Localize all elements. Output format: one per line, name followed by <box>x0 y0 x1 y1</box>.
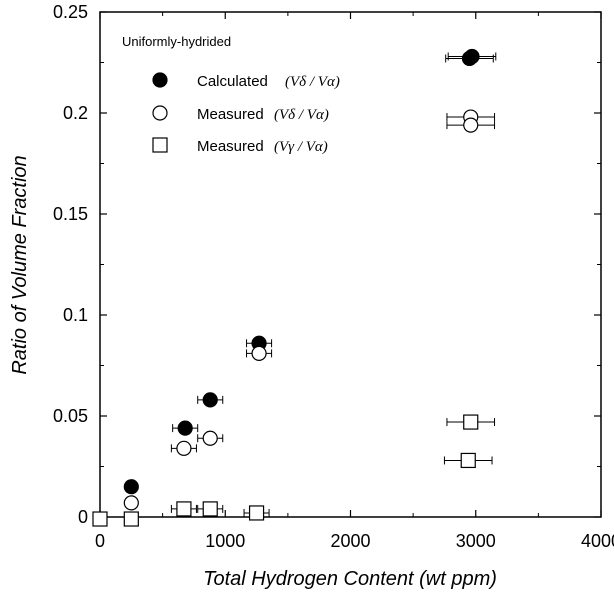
legend-marker-open-circle <box>152 105 168 121</box>
y-tick-label: 0.25 <box>53 2 88 22</box>
y-tick-label: 0.15 <box>53 204 88 224</box>
legend-label-math: (Vγ / Vα) <box>274 139 328 155</box>
legend-item-calculated-delta: Calculated (Vδ / Vα) <box>152 72 340 90</box>
data-point-filled-circle <box>177 420 193 436</box>
y-tick-label: 0.2 <box>63 103 88 123</box>
y-tick-label: 0.05 <box>53 406 88 426</box>
series-1 <box>123 109 496 511</box>
legend-marker-filled-circle <box>152 72 168 88</box>
legend-label-math: (Vδ / Vα) <box>285 74 340 90</box>
data-point-open-square <box>123 511 139 527</box>
y-axis-title: Ratio of Volume Fraction <box>9 155 31 374</box>
legend-label: Measured <box>197 106 264 123</box>
legend: Calculated (Vδ / Vα) Measured (Vδ / Vα) … <box>152 72 340 155</box>
legend-marker-open-square <box>152 137 168 153</box>
x-tick-label: 0 <box>95 531 105 551</box>
legend-item-measured-delta: Measured (Vδ / Vα) <box>152 105 329 123</box>
y-tick-label: 0 <box>78 507 88 527</box>
data-point-open-square <box>248 505 265 521</box>
series-0 <box>123 48 497 495</box>
data-point-filled-circle <box>123 479 139 495</box>
legend-label: Calculated <box>197 73 268 90</box>
legend-label-math: (Vδ / Vα) <box>274 107 329 123</box>
chart-annotation: Uniformly-hydrided <box>122 34 231 49</box>
series-2 <box>92 414 496 527</box>
axis-ticks <box>99 11 602 518</box>
x-tick-label: 2000 <box>330 531 370 551</box>
data-point-open-circle <box>251 345 267 361</box>
data-point-open-square <box>176 501 192 517</box>
x-tick-label: 3000 <box>456 531 496 551</box>
x-tick-label: 1000 <box>205 531 245 551</box>
data-point-open-circle <box>202 430 218 446</box>
data-point-open-circle <box>176 440 192 456</box>
x-axis-title: Total Hydrogen Content (wt ppm) <box>203 568 497 590</box>
data-marks <box>92 48 497 527</box>
data-point-open-square <box>92 511 108 527</box>
data-point-open-circle <box>123 495 139 511</box>
data-point-open-square <box>460 452 476 469</box>
legend-item-measured-gamma: Measured (Vγ / Vα) <box>152 137 328 155</box>
plot-frame <box>99 11 602 518</box>
data-point-open-square <box>463 414 479 430</box>
data-point-filled-circle <box>464 48 480 65</box>
legend-label: Measured <box>197 138 264 155</box>
data-point-open-circle <box>463 117 479 133</box>
data-point-filled-circle <box>202 392 218 408</box>
data-point-open-square <box>202 501 218 517</box>
y-tick-label: 0.1 <box>63 305 88 325</box>
